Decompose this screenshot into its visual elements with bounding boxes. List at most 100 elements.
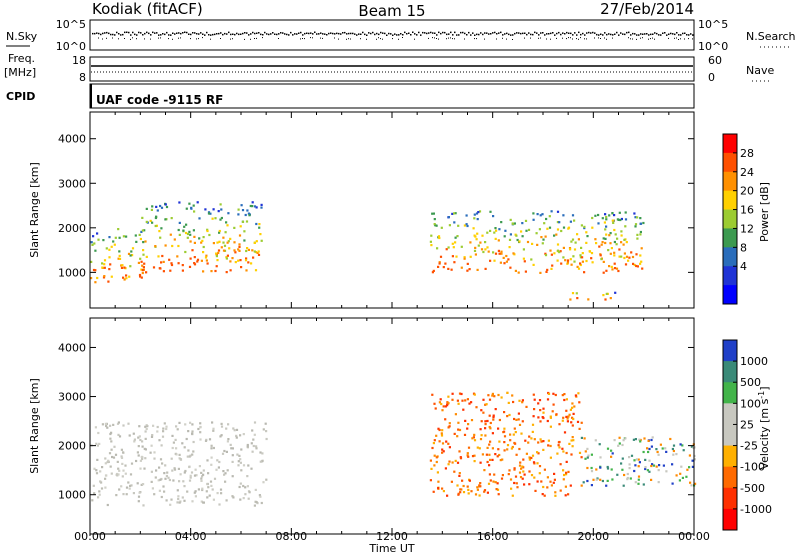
velocity-echo-cell bbox=[678, 479, 681, 482]
nsky-point bbox=[210, 34, 212, 36]
nsearch-point bbox=[136, 38, 137, 40]
power-echo-cell bbox=[525, 229, 528, 232]
velocity-echo-cell bbox=[566, 420, 569, 423]
velocity-echo-cell bbox=[501, 458, 504, 461]
power-echo-cell bbox=[636, 233, 639, 236]
velocity-echo-cell bbox=[616, 473, 619, 476]
velocity-echo-cell bbox=[104, 462, 107, 465]
power-echo-cell bbox=[600, 258, 603, 261]
power-echo-cell bbox=[553, 252, 556, 255]
velocity-echo-cell bbox=[487, 482, 491, 485]
nsearch-point bbox=[338, 38, 339, 40]
nsearch-point bbox=[654, 38, 655, 40]
power-echo-cell bbox=[473, 213, 476, 216]
power-echo-cell bbox=[164, 244, 167, 247]
nsky-point bbox=[206, 31, 208, 34]
nsky-point bbox=[360, 33, 362, 35]
velocity-echo-cell bbox=[114, 453, 118, 456]
nsky-point bbox=[532, 33, 534, 36]
velocity-echo-cell bbox=[138, 491, 141, 494]
velocity-echo-cell bbox=[150, 444, 153, 447]
power-echo-cell bbox=[185, 223, 188, 226]
power-echo-cell bbox=[177, 262, 180, 265]
power-echo-cell bbox=[498, 228, 501, 231]
velocity-echo-cell bbox=[531, 423, 535, 426]
power-echo-cell bbox=[196, 260, 199, 263]
power-echo-cell bbox=[511, 222, 514, 225]
velocity-echo-cell bbox=[498, 453, 501, 457]
velocity-echo-cell bbox=[437, 427, 440, 430]
power-echo-cell bbox=[438, 262, 441, 265]
power-echo-cell bbox=[597, 213, 600, 217]
velocity-echo-cell bbox=[538, 465, 542, 468]
velocity-echo-cell bbox=[497, 493, 500, 496]
velocity-echo-cell bbox=[621, 468, 624, 471]
nsky-point bbox=[312, 33, 314, 35]
velocity-echo-cell bbox=[184, 469, 187, 473]
power-echo-cell bbox=[433, 223, 436, 226]
velocity-echo-cell bbox=[438, 401, 441, 404]
velocity-echo-cell bbox=[127, 481, 130, 484]
nsky-point bbox=[412, 31, 414, 33]
velocity-echo-cell bbox=[438, 428, 441, 432]
velocity-echo-cell bbox=[202, 501, 205, 504]
velocity-echo-cell bbox=[439, 398, 442, 401]
power-echo-cell bbox=[91, 243, 94, 246]
velocity-echo-cell bbox=[252, 444, 255, 448]
velocity-echo-cell bbox=[206, 459, 209, 462]
nsky-point bbox=[504, 33, 506, 35]
power-echo-cell bbox=[577, 267, 581, 270]
velocity-echo-cell bbox=[95, 472, 99, 475]
power-colorbar-tick-label: 12 bbox=[740, 222, 754, 235]
velocity-echo-cell bbox=[447, 463, 450, 466]
velocity-echo-cell bbox=[626, 472, 629, 476]
power-echo-cell bbox=[624, 218, 628, 221]
power-echo-cell bbox=[486, 231, 489, 234]
power-echo-cell bbox=[93, 242, 96, 245]
velocity-echo-cell bbox=[563, 431, 567, 434]
velocity-echo-cell bbox=[542, 407, 545, 410]
velocity-echo-cell bbox=[679, 443, 682, 446]
velocity-echo-cell bbox=[92, 484, 95, 487]
power-echo-cell bbox=[207, 212, 211, 215]
power-echo-cell bbox=[154, 245, 157, 248]
velocity-echo-cell bbox=[153, 457, 156, 460]
velocity-echo-cell bbox=[235, 428, 239, 431]
velocity-echo-cell bbox=[132, 432, 135, 435]
power-echo-cell bbox=[473, 249, 477, 252]
power-echo-cell bbox=[634, 223, 638, 226]
power-echo-cell bbox=[613, 214, 616, 217]
power-echo-cell bbox=[562, 214, 565, 217]
power-echo-cell bbox=[202, 236, 205, 239]
power-echo-cell bbox=[122, 235, 125, 238]
power-echo-cell bbox=[191, 249, 194, 252]
velocity-echo-cell bbox=[570, 439, 573, 442]
velocity-echo-cell bbox=[547, 439, 550, 442]
velocity-echo-cell bbox=[163, 490, 166, 493]
velocity-echo-cell bbox=[205, 490, 208, 493]
velocity-echo-cell bbox=[441, 487, 444, 490]
power-echo-cell bbox=[205, 254, 208, 257]
nsky-point bbox=[324, 33, 326, 35]
velocity-echo-cell bbox=[194, 468, 197, 471]
velocity-echo-cell bbox=[630, 454, 634, 457]
velocity-echo-cell bbox=[466, 398, 469, 401]
velocity-echo-cell bbox=[565, 473, 568, 476]
power-echo-cell bbox=[570, 240, 573, 243]
velocity-echo-cell bbox=[488, 414, 491, 417]
power-echo-cell bbox=[139, 257, 142, 260]
power-echo-cell bbox=[188, 265, 192, 268]
nsearch-point bbox=[566, 38, 567, 40]
power-echo-cell bbox=[438, 236, 441, 240]
power-echo-cell bbox=[260, 203, 263, 206]
velocity-echo-cell bbox=[144, 425, 147, 428]
velocity-echo-cell bbox=[672, 449, 675, 453]
nsky-point bbox=[632, 32, 634, 35]
velocity-echo-cell bbox=[573, 405, 576, 408]
velocity-echo-cell bbox=[163, 472, 166, 475]
nsearch-point bbox=[98, 37, 99, 39]
nsearch-point bbox=[680, 38, 681, 40]
nsearch-point bbox=[630, 38, 631, 40]
power-echo-cell bbox=[430, 244, 433, 247]
nsky-panel-frame bbox=[89, 19, 695, 51]
